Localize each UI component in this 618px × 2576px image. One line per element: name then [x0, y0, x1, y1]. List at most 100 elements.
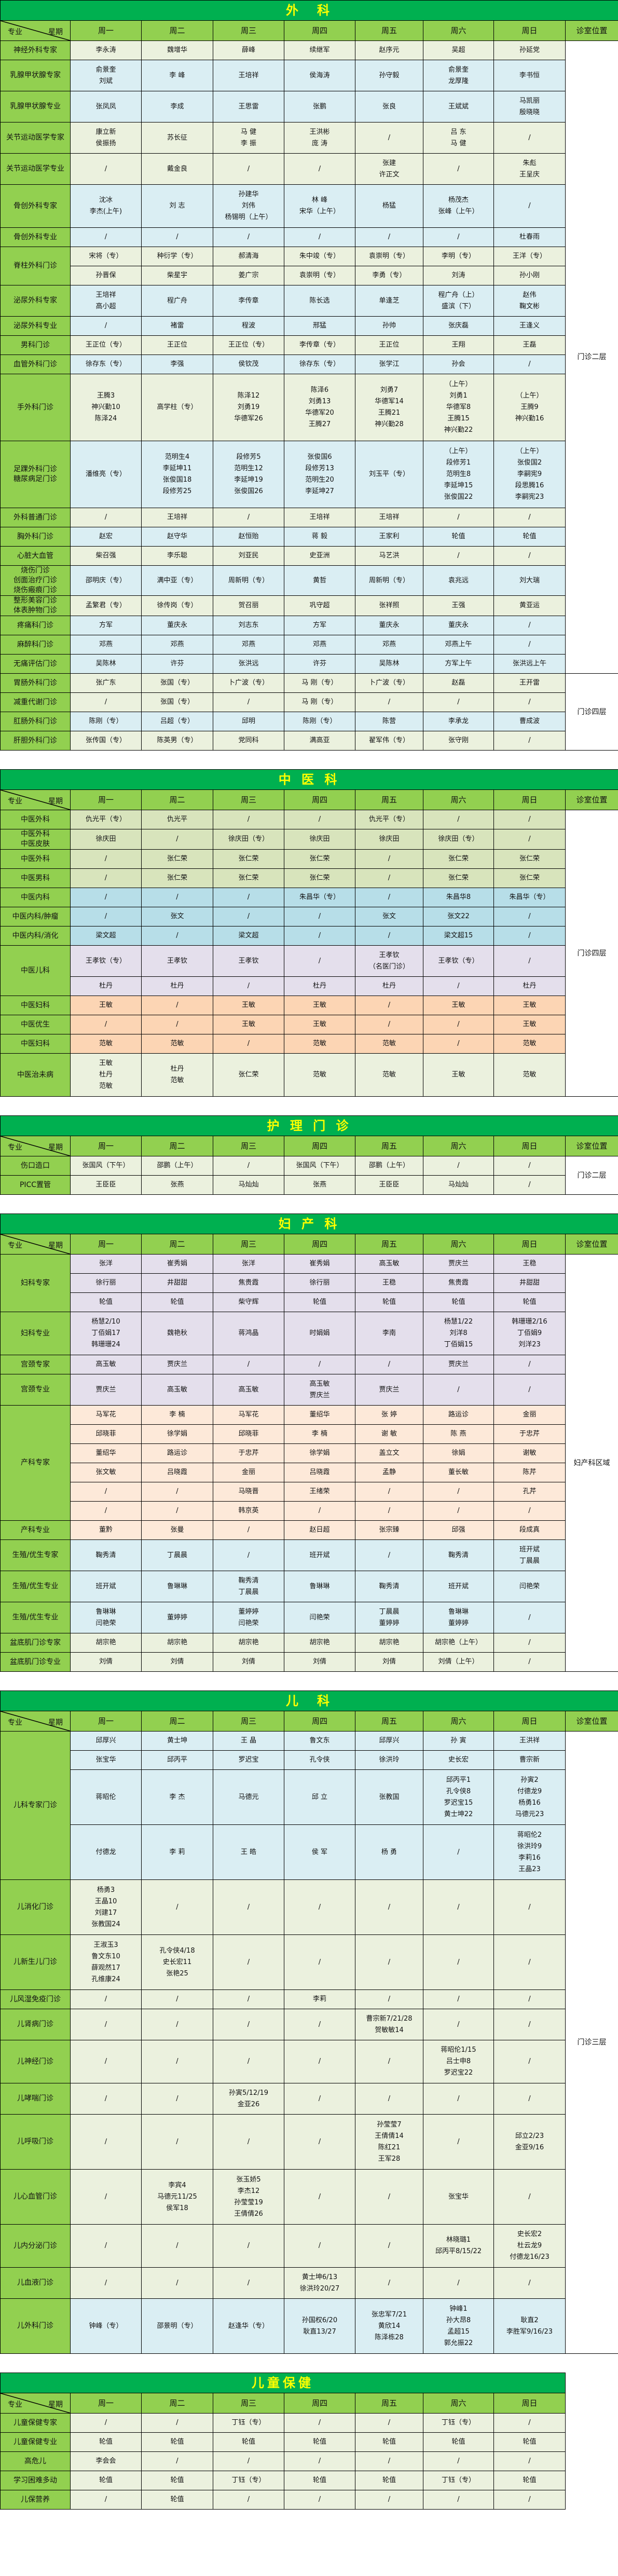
- department-section: 儿童保健 专业 星期 周一 周二 周三 周四 周五 周六 周日 儿童保健专家 / / 丁钰（专） / / 丁钰（…: [0, 2373, 618, 2510]
- doctor-cell: 李强: [141, 355, 213, 374]
- doctor-cell: /: [284, 2413, 355, 2433]
- doctor-cell: 张国风（下午）: [70, 1156, 142, 1176]
- schedule-row: 儿呼吸门诊 / / / / 孙莹莹7 王倩倩14 陈红21 王军28/邱立2/23 金亚9…: [0, 2114, 618, 2170]
- doctor-cell: 吕 东 马 健: [423, 122, 494, 154]
- doctor-cell: 鲁文东: [284, 1731, 355, 1751]
- schedule-row: 生殖/优生专业 班开斌 鲁琳琳 鞠秀清 丁晨晨 鲁琳琳 鞠秀清 班开斌 闫艳荣: [0, 1571, 618, 1602]
- doctor-cell: 孔芹: [493, 1482, 566, 1502]
- doctor-cell: 耿直2 李胜军9/16/23: [493, 2298, 566, 2354]
- doctor-cell: 刘涛: [423, 266, 494, 285]
- doctor-cell: /: [141, 1989, 213, 2009]
- doctor-cell: /: [355, 2451, 423, 2471]
- schedule-row: 妇科专家 张洋 崔秀娟 张洋 崔秀娟 高玉敏 贾庆兰 王稳 妇产科区域: [0, 1254, 618, 1672]
- doctor-cell: /: [141, 926, 213, 946]
- schedule-row: 胃肠外科门诊 张广东 张国（专） 卜广波（专）马 刚（专） 卜广波（专） 赵磊 王开雷 门诊四…: [0, 673, 618, 751]
- doctor-cell: 卜广波（专）: [355, 673, 423, 693]
- doctor-cell: 陈刚（专）: [284, 712, 355, 731]
- doctor-cell: 张 婷: [355, 1405, 423, 1425]
- doctor-cell: 王孝钦: [141, 945, 213, 977]
- specialty-label: 胃肠外科门诊: [0, 673, 71, 693]
- doctor-cell: 张仁荣: [141, 868, 213, 888]
- weekday-header: 周二: [141, 2393, 213, 2414]
- doctor-cell: /: [213, 976, 284, 996]
- specialty-label: 关节运动医学专家: [0, 122, 71, 154]
- doctor-cell: /: [213, 2009, 284, 2040]
- doctor-cell: 董庆永: [355, 616, 423, 635]
- specialty-label: 中医外科: [0, 810, 71, 829]
- doctor-cell: /: [493, 1879, 566, 1935]
- schedule-row: 中医外科 中医皮肤 徐庆田 / 徐庆田（专） 徐庆田 徐庆田 徐庆田（专） /: [0, 829, 618, 850]
- doctor-cell: 王 晶: [213, 1731, 284, 1751]
- doctor-cell: 邓燕: [213, 635, 284, 655]
- schedule-row: 儿心血管门诊 / 李宾4 马德元11/25 侯军18 张玉娇5 李杰12 孙莹莹19 …: [0, 2169, 618, 2225]
- doctor-cell: 轮值: [355, 2471, 423, 2490]
- doctor-cell: 朱彪 王呈庆: [493, 153, 566, 185]
- doctor-cell: /: [493, 184, 566, 228]
- doctor-cell: /: [423, 227, 494, 247]
- doctor-cell: 赵日超: [284, 1520, 355, 1540]
- doctor-cell: /: [213, 153, 284, 185]
- doctor-cell: 朱昌华8: [423, 888, 494, 907]
- specialty-label: 中医内科/肿瘤: [0, 907, 71, 926]
- doctor-cell: /: [213, 227, 284, 247]
- schedule-row: 付德龙李 莉王 皓侯 军杨 勇 / 蒋昭伦2 徐洪玲9 李莉16 王晶23: [1, 1824, 618, 1880]
- doctor-cell: 轮值: [213, 2432, 284, 2452]
- corner-specialty-label: 专业: [8, 1242, 22, 1250]
- doctor-cell: 徐学娟: [141, 1424, 213, 1444]
- doctor-cell: 王培祥: [355, 508, 423, 527]
- doctor-cell: 张洪远: [213, 654, 284, 674]
- doctor-cell: 侯 军: [284, 1824, 355, 1880]
- doctor-cell: 李 峰: [141, 60, 213, 91]
- doctor-cell: 王培祥: [284, 508, 355, 527]
- schedule-row: 泌尿外科专业 / 褚雷 程波 邢猛 孙帅 张庆磊 王逢义: [0, 316, 618, 336]
- doctor-cell: /: [213, 508, 284, 527]
- schedule-row: 中医妇科 范敏 范敏 / 范敏 范敏 / 范敏: [0, 1034, 618, 1054]
- section-title: 护 理 门 诊: [0, 1115, 618, 1136]
- specialty-label: 儿神经门诊: [0, 2040, 71, 2083]
- schedule-row: 生殖/优生专业 鲁琳琳 闫艳荣 董婷婷 董婷婷 闫艳荣 闫艳荣 丁晨晨 董婷婷 鲁琳琳 董婷…: [0, 1602, 618, 1633]
- specialty-label: 盆底肌门诊专业: [0, 1652, 71, 1672]
- doctor-cell: 张洪远上午: [493, 654, 566, 674]
- doctor-cell: 邢猛: [284, 316, 355, 336]
- doctor-cell: 徐行丽: [70, 1273, 142, 1293]
- doctor-cell: /: [493, 810, 566, 829]
- diagonal-divider: [1, 790, 70, 810]
- doctor-cell: /: [70, 2040, 142, 2083]
- doctor-cell: 杜丹: [493, 976, 566, 996]
- doctor-cell: 高玉敏 贾庆兰: [284, 1374, 355, 1406]
- schedule-row: 烧伤门诊 创面治疗门诊 烧伤瘢痕门诊 邵明庆（专） 满中亚（专） 周新明（专） 黄哲 周新…: [0, 565, 618, 596]
- specialty-label: 儿心血管门诊: [0, 2169, 71, 2225]
- schedule-table: 护 理 门 诊专业 星期 周一 周二 周三 周四 周五 周六 周日 诊室位置 伤口造口 张国风（下午）…: [0, 1115, 618, 1195]
- doctor-cell: 单逢芝: [355, 285, 423, 317]
- doctor-cell: /: [70, 2267, 142, 2299]
- specialty-label: PICC置管: [0, 1175, 71, 1195]
- doctor-cell: 韩珊珊2/16 丁佰娟9 刘洋23: [493, 1312, 566, 1355]
- doctor-cell: 张良: [355, 91, 423, 122]
- department-section: 中 医 科专业 星期 周一 周二 周三 周四 周五 周六 周日 诊室位置 中医外科 仇光平（专） 仇光平…: [0, 769, 618, 1097]
- doctor-cell: 马凯丽 殷晓晓: [493, 91, 566, 122]
- schedule-row: 关节运动医学专家 康立新 侯振扬 苏长征马 健 李 振王洪彬 庞 涛 / 吕 东 马 健…: [0, 122, 618, 154]
- doctor-cell: 袁崇明（专）: [355, 247, 423, 266]
- doctor-cell: /: [355, 1501, 423, 1521]
- doctor-cell: 贾庆兰: [423, 1355, 494, 1374]
- doctor-cell: 王洋（专）: [493, 247, 566, 266]
- doctor-cell: 赵逢华（专）: [213, 2298, 284, 2354]
- doctor-cell: /: [213, 1156, 284, 1176]
- doctor-cell: 李 杰: [141, 1769, 213, 1825]
- schedule-row: 中医儿科 王孝钦（专） 王孝钦 王孝钦 / 王孝钦 （名医门诊） 王孝钦（专） /: [0, 945, 618, 996]
- specialty-label: 盆底肌门诊专家: [0, 1633, 71, 1653]
- doctor-cell: 吕晓霞: [284, 1463, 355, 1482]
- doctor-cell: /: [355, 868, 423, 888]
- weekday-header: 周一: [70, 1136, 142, 1156]
- doctor-cell: 王孝钦（专）: [423, 945, 494, 977]
- doctor-cell: 孙国权6/20 耿直13/27: [284, 2298, 355, 2354]
- schedule-row: 产科专家 马军花李 楠马军花 董绍华张 婷路运诊 金丽: [0, 1405, 618, 1521]
- doctor-cell: /: [423, 2490, 494, 2510]
- doctor-cell: 杨慧2/10 丁佰娟17 韩珊珊24: [70, 1312, 142, 1355]
- doctor-cell: 徐庆田: [70, 829, 142, 850]
- doctor-cell: /: [493, 2009, 566, 2040]
- doctor-cell: 史亚洲: [284, 546, 355, 566]
- doctor-cell: 梁文超: [70, 926, 142, 946]
- clinic-location: 门诊四层: [565, 673, 618, 751]
- doctor-cell: /: [213, 1034, 284, 1054]
